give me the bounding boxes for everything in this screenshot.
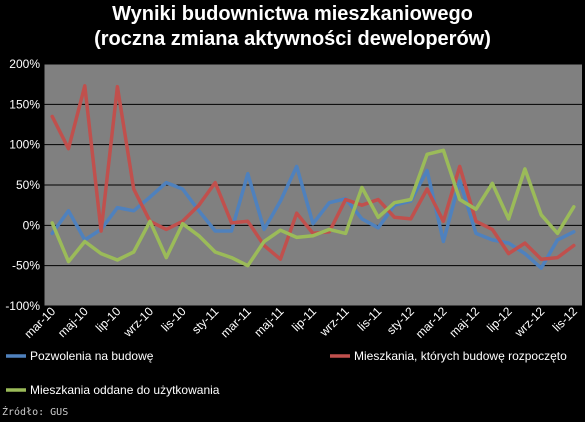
legend-entry-1: Pozwolenia na budowę <box>6 349 154 363</box>
x-tick-label: lis-10 <box>159 304 189 334</box>
series-line-1 <box>50 164 576 270</box>
x-tick-label: maj-12 <box>446 304 482 340</box>
chart-title-line-2: (roczna zmiana aktywności deweloperów) <box>94 28 491 50</box>
y-tick-label: 50% <box>16 178 40 192</box>
x-tick-label: lip-11 <box>289 304 319 334</box>
x-tick-label: sty-11 <box>189 304 222 337</box>
x-tick-label: lip-12 <box>484 304 515 335</box>
x-tick-label: lip-10 <box>93 304 124 335</box>
x-tick-label: wrz-12 <box>511 304 547 340</box>
series-points-2 <box>52 85 574 260</box>
y-tick-label: -100% <box>5 299 40 313</box>
y-tick-label: 0% <box>23 218 41 232</box>
x-tick-label: maj-10 <box>55 304 91 340</box>
legend-entry-3: Mieszkania oddane do użytkowania <box>6 383 220 397</box>
series-points-3 <box>52 150 574 266</box>
x-tick-label: maj-11 <box>251 304 286 339</box>
x-tick-label: lis-11 <box>355 304 385 334</box>
chart-title-line-1: Wyniki budownictwa mieszkaniowego <box>112 3 473 25</box>
chart-title: Wyniki budownictwa mieszkaniowego (roczn… <box>0 2 585 52</box>
x-tick-label: sty-12 <box>384 304 417 337</box>
source-note: Źródło: GUS <box>2 407 69 418</box>
y-tick-label: 200% <box>9 57 40 71</box>
y-tick-label: 100% <box>9 138 40 152</box>
x-tick-label: wrz-11 <box>316 304 352 340</box>
y-tick-label: 150% <box>9 97 40 111</box>
x-tick-label: mar-12 <box>413 304 450 341</box>
legend-label: Mieszkania oddane do użytkowania <box>30 383 220 397</box>
series-line-3 <box>50 148 576 268</box>
x-tick-label: mar-11 <box>218 304 254 340</box>
legend-entry-2: Mieszkania, których budowę rozpoczęto <box>330 349 567 363</box>
y-tick-label: -50% <box>12 259 40 273</box>
x-tick-label: lis-12 <box>550 304 580 334</box>
legend-label: Mieszkania, których budowę rozpoczęto <box>354 349 567 363</box>
x-tick-label: wrz-10 <box>120 304 156 340</box>
legend-label: Pozwolenia na budowę <box>30 349 154 363</box>
